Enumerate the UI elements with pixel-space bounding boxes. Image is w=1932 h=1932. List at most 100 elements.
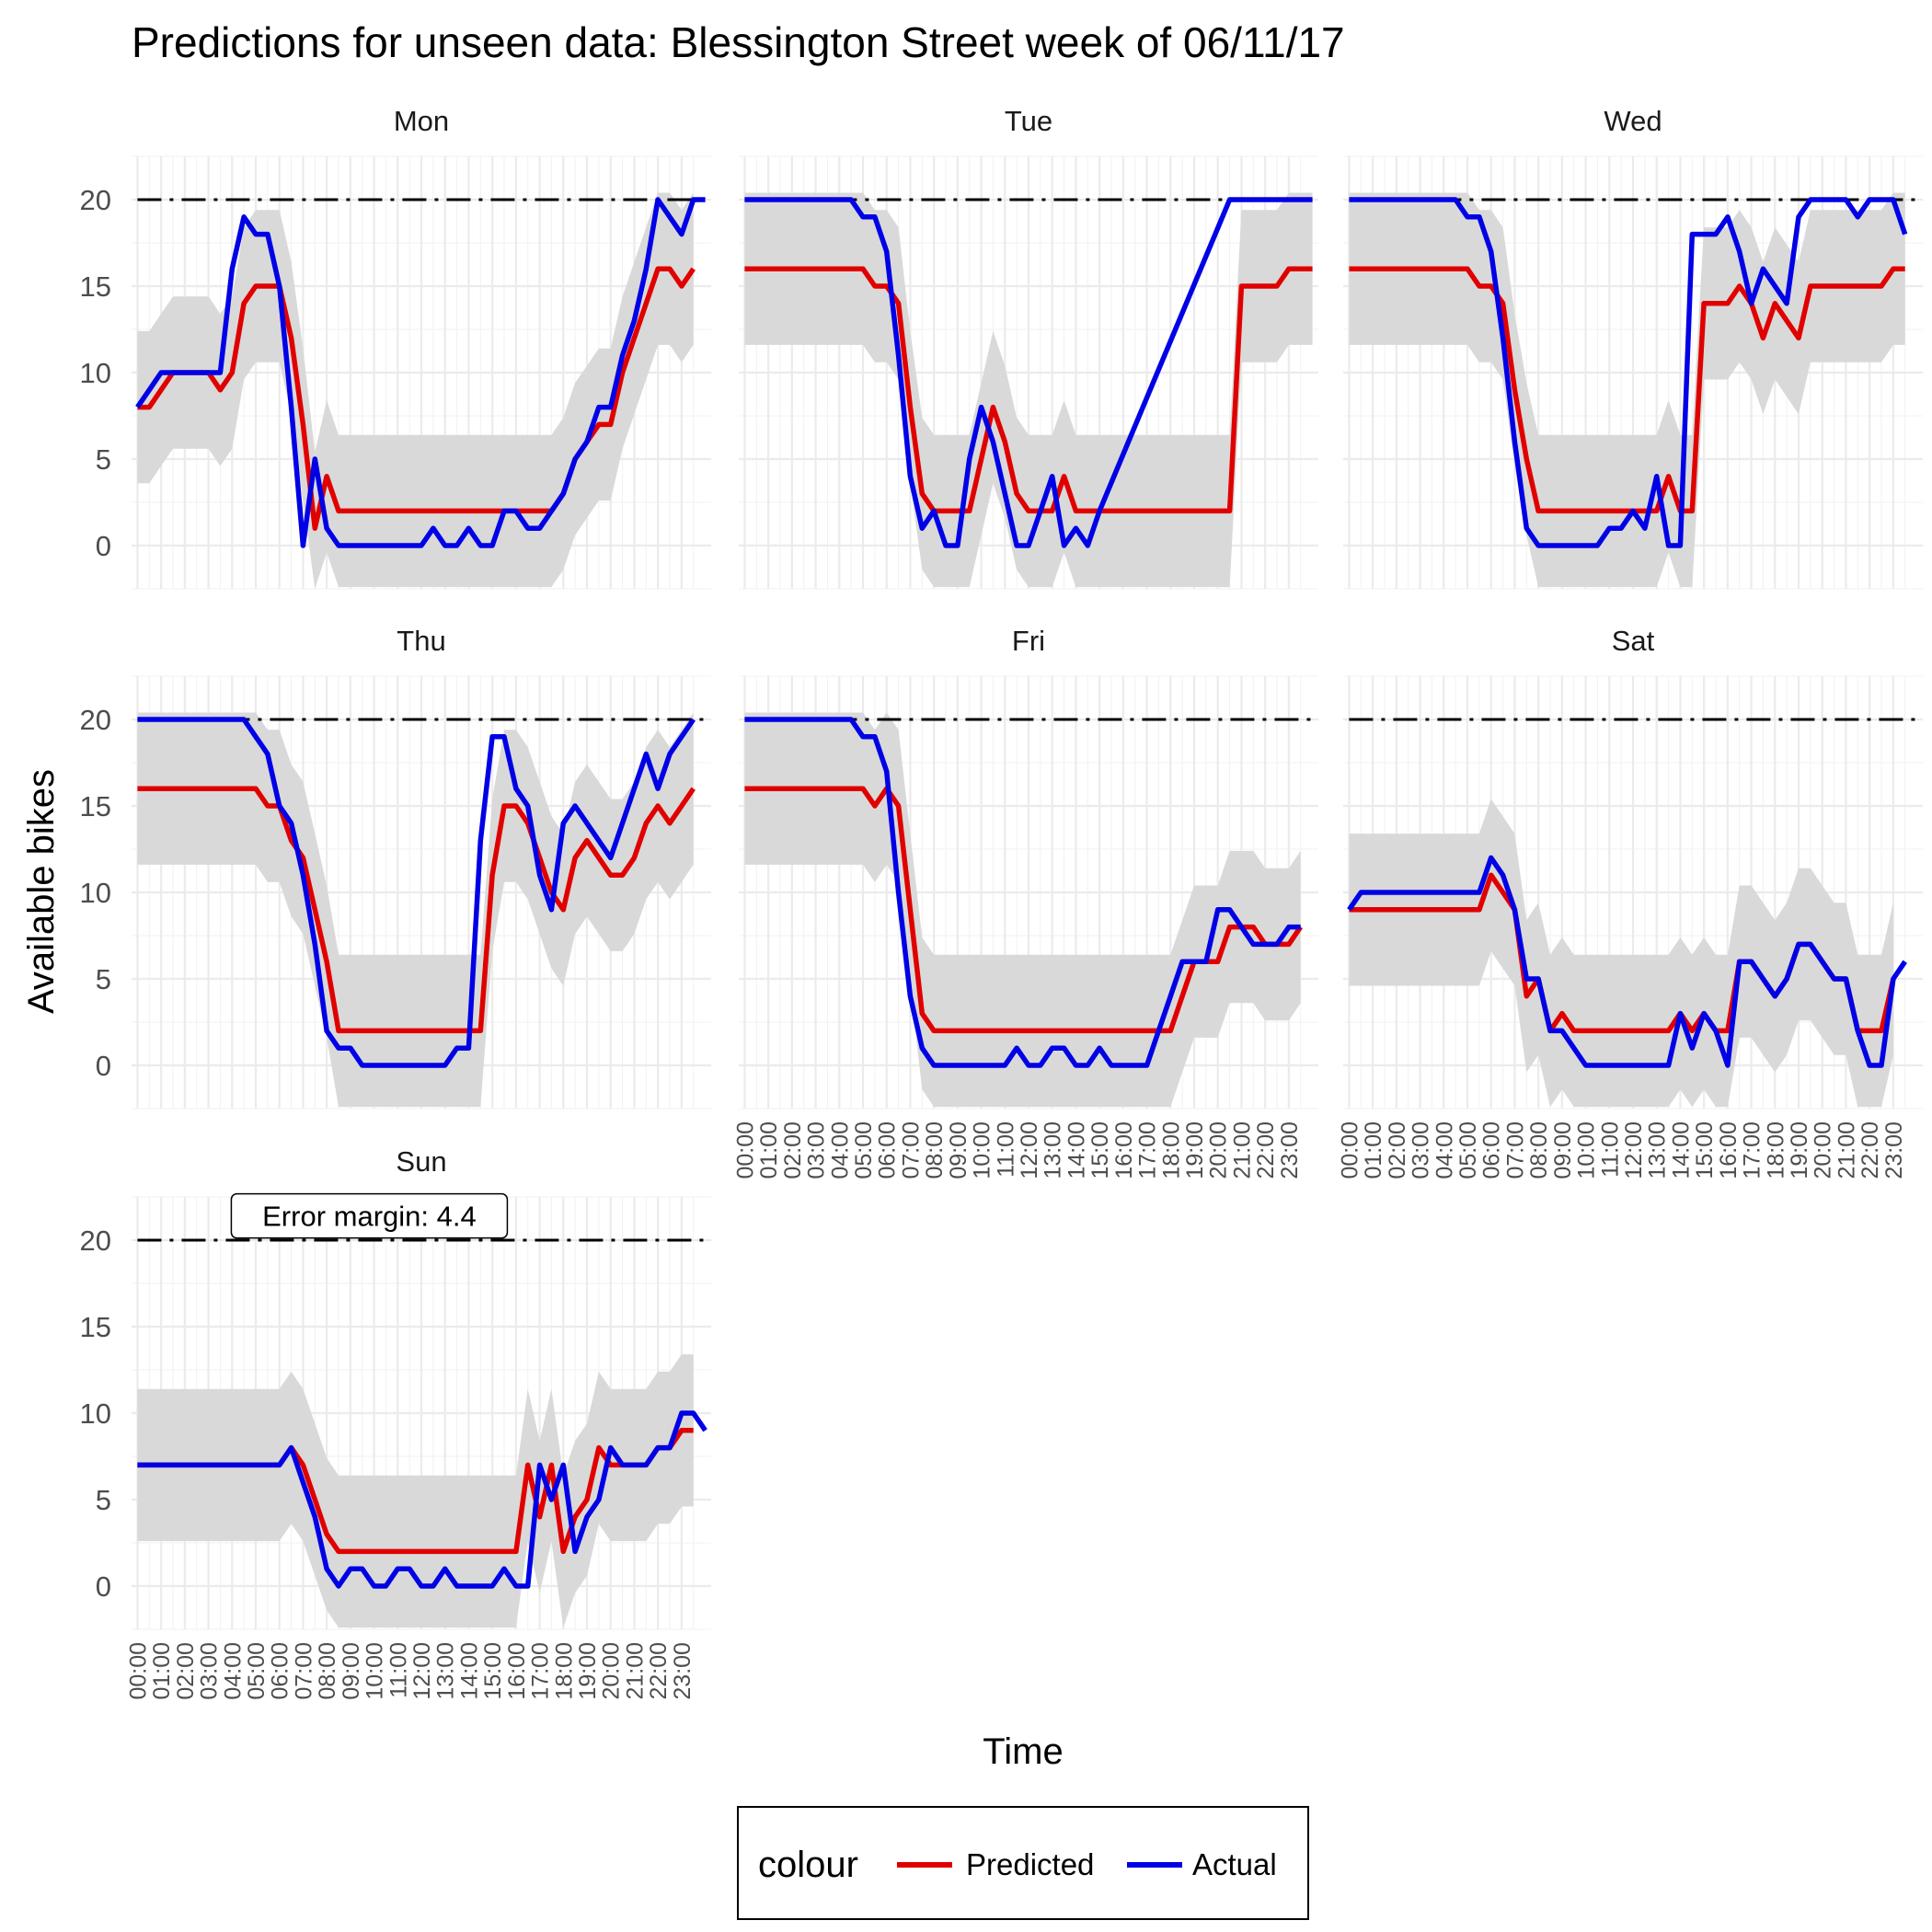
- annotation-box: [230, 1192, 509, 1239]
- y-tick-label: 5: [96, 443, 111, 476]
- x-tick-label: 19:00: [575, 1642, 601, 1700]
- annotation-label: Error margin: 4.4: [262, 1201, 477, 1233]
- x-tick-label: 23:00: [1881, 1121, 1907, 1179]
- x-tick-label: 16:00: [1716, 1121, 1742, 1179]
- y-tick-label: 10: [80, 877, 111, 909]
- x-tick-label: 03:00: [1409, 1121, 1434, 1179]
- panel-strip-label: Fri: [1012, 625, 1045, 657]
- error-band: [137, 1354, 694, 1628]
- x-tick-label: 00:00: [732, 1121, 758, 1179]
- x-tick-label: 22:00: [1857, 1121, 1883, 1179]
- series-actual-line: [137, 1410, 707, 1589]
- x-tick-label: 15:00: [1087, 1121, 1113, 1179]
- legend-label-predicted: Predicted: [966, 1847, 1094, 1881]
- legend-frame: [737, 1806, 1309, 1920]
- x-tick-label: 13:00: [433, 1642, 459, 1700]
- x-tick-label: 09:00: [946, 1121, 972, 1179]
- x-tick-label: 08:00: [922, 1121, 948, 1179]
- x-tick-label: 11:00: [1597, 1121, 1623, 1178]
- x-tick-label: 07:00: [1502, 1121, 1528, 1179]
- error-band: [137, 192, 694, 589]
- x-tick-label: 01:00: [1361, 1121, 1386, 1179]
- x-tick-label: 04:00: [827, 1121, 853, 1179]
- x-tick-label: 12:00: [1017, 1121, 1042, 1179]
- panel-tue: Tue: [739, 105, 1318, 590]
- x-tick-label: 15:00: [480, 1642, 506, 1700]
- x-tick-label: 21:00: [622, 1642, 648, 1700]
- x-tick-label: 07:00: [898, 1121, 924, 1179]
- x-tick-label: 05:00: [1455, 1121, 1481, 1179]
- x-tick-label: 02:00: [173, 1642, 199, 1700]
- x-tick-label: 19:00: [1787, 1121, 1812, 1179]
- error-band: [744, 192, 1313, 588]
- x-tick-label: 08:00: [315, 1642, 340, 1700]
- x-tick-label: 14:00: [1668, 1121, 1694, 1179]
- y-tick-label: 20: [80, 184, 111, 216]
- x-tick-label: 07:00: [291, 1642, 316, 1700]
- x-tick-label: 23:00: [670, 1642, 696, 1700]
- x-tick-label: 18:00: [1158, 1121, 1184, 1179]
- x-tick-label: 14:00: [1064, 1121, 1089, 1179]
- y-tick-label: 5: [96, 1484, 111, 1516]
- x-axis-title: Time: [983, 1731, 1063, 1772]
- chart-title: Predictions for unseen data: Blessington…: [132, 18, 1345, 66]
- panel-fri: Fri 00:0001:0002:0003:0004:0005:0006:0007…: [732, 625, 1318, 1179]
- y-tick-label: 10: [80, 1397, 111, 1430]
- y-tick-label: 0: [96, 1050, 111, 1082]
- panel-mon: Mon 0 5 10 15 20: [80, 105, 711, 590]
- x-tick-label: 06:00: [875, 1121, 901, 1179]
- y-tick-label: 15: [80, 790, 111, 822]
- x-tick-label: 22:00: [1253, 1121, 1279, 1179]
- x-tick-label: 10:00: [1574, 1121, 1600, 1179]
- panel-thu: Thu 0 5 10 15 20: [80, 625, 711, 1110]
- x-tick-label: 00:00: [1337, 1121, 1363, 1179]
- x-tick-label: 09:00: [339, 1642, 364, 1700]
- panel-sun: Sun 0 5 10 15 20 00:0001:0002:0003:0004:0005:0…: [80, 1145, 711, 1700]
- x-tick-label: 11:00: [993, 1121, 1018, 1178]
- y-tick-label: 0: [96, 1570, 111, 1603]
- x-tick-label: 17:00: [1135, 1121, 1161, 1179]
- x-tick-label: 20:00: [599, 1642, 625, 1700]
- panel-wed: Wed: [1343, 105, 1923, 590]
- x-tick-label: 19:00: [1182, 1121, 1208, 1179]
- panel-strip-label: Thu: [397, 625, 445, 657]
- panel-sat: Sat 00:0001:0002:0003:0004:0005:0006:0007…: [1337, 625, 1923, 1179]
- legend: colour Predicted Actual: [737, 1806, 1309, 1920]
- error-band: [744, 712, 1301, 1108]
- y-tick-label: 10: [80, 357, 111, 389]
- x-tick-label: 18:00: [1763, 1121, 1788, 1179]
- panel-strip-label: Sun: [396, 1145, 446, 1178]
- x-tick-label: 13:00: [1041, 1121, 1066, 1179]
- x-tick-label: 05:00: [851, 1121, 877, 1179]
- y-tick-label: 0: [96, 530, 111, 562]
- x-tick-label: 17:00: [1740, 1121, 1765, 1179]
- x-tick-label: 10:00: [362, 1642, 388, 1700]
- legend-title: colour: [758, 1845, 858, 1885]
- x-tick-label: 16:00: [504, 1642, 530, 1700]
- series-predicted-line: [137, 266, 696, 531]
- x-tick-label: 04:00: [1432, 1121, 1457, 1179]
- y-tick-label: 20: [80, 1225, 111, 1257]
- x-tick-label: 03:00: [804, 1121, 830, 1179]
- y-tick-label: 15: [80, 270, 111, 303]
- x-tick-label: 04:00: [220, 1642, 246, 1700]
- legend-label-actual: Actual: [1192, 1847, 1277, 1881]
- x-tick-label: 22:00: [646, 1642, 672, 1700]
- panel-strip-label: Mon: [394, 105, 449, 137]
- x-tick-label: 06:00: [1479, 1121, 1505, 1179]
- x-tick-label: 03:00: [197, 1642, 223, 1700]
- x-tick-label: 16:00: [1111, 1121, 1137, 1179]
- panel-strip-label: Tue: [1005, 105, 1052, 137]
- y-tick-label: 15: [80, 1311, 111, 1343]
- x-tick-label: 12:00: [409, 1642, 435, 1700]
- series-actual-line: [137, 717, 696, 1068]
- y-tick-label: 20: [80, 704, 111, 736]
- series-actual-line: [744, 197, 1313, 548]
- x-tick-label: 06:00: [268, 1642, 293, 1700]
- x-tick-label: 20:00: [1206, 1121, 1232, 1179]
- x-tick-label: 14:00: [456, 1642, 482, 1700]
- x-tick-label: 01:00: [756, 1121, 782, 1179]
- series-actual-line: [135, 197, 706, 548]
- y-axis-title: Available bikes: [21, 769, 62, 1014]
